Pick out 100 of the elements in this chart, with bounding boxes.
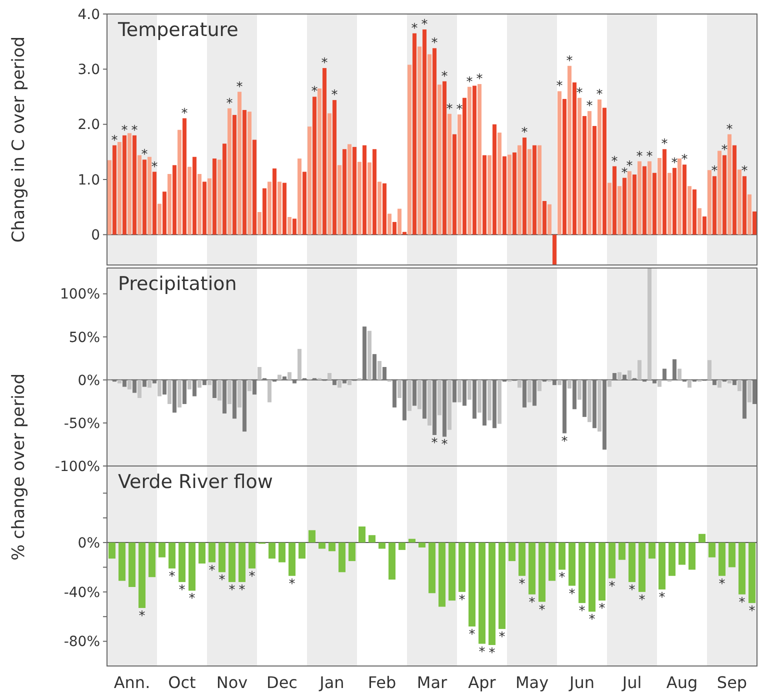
x-tick-label: Dec: [266, 673, 298, 692]
bar: [358, 526, 366, 543]
bar: [148, 542, 156, 578]
y-tick-label: 1.0: [78, 172, 100, 188]
bar: [448, 114, 452, 235]
bar: [252, 140, 256, 235]
bar: [552, 234, 556, 265]
bar: [128, 380, 132, 390]
bar: [662, 149, 666, 235]
bar: [128, 542, 136, 587]
bar: [712, 380, 716, 386]
bar: [608, 182, 612, 235]
data-label: *: [711, 164, 718, 180]
bar: [362, 145, 366, 235]
bar: [312, 96, 316, 235]
bar: [388, 214, 392, 235]
bar: [578, 542, 586, 604]
bar: [602, 380, 606, 450]
bar: [538, 542, 546, 602]
data-label: *: [441, 69, 448, 84]
bar: [528, 542, 536, 594]
x-tick-label: Jan: [318, 673, 344, 692]
bar: [238, 92, 242, 235]
bar: [248, 380, 252, 392]
bar: [228, 542, 236, 582]
data-label: *: [168, 569, 176, 584]
bar: [152, 380, 156, 384]
bar: [378, 542, 386, 549]
bar: [348, 144, 352, 235]
bar: [588, 542, 596, 612]
bar: [418, 542, 426, 548]
bar: [222, 144, 226, 235]
bar: [592, 126, 596, 235]
bar: [428, 542, 436, 594]
data-label: *: [518, 576, 526, 592]
bar: [628, 171, 632, 235]
bar: [718, 542, 726, 576]
bar: [618, 542, 626, 560]
data-label: *: [608, 579, 616, 594]
bar: [118, 380, 122, 384]
bar: [132, 135, 136, 235]
bar: [578, 380, 582, 400]
data-label: *: [556, 79, 564, 94]
data-label: *: [411, 21, 418, 36]
bar: [378, 360, 382, 380]
bar: [218, 160, 222, 235]
bar: [272, 168, 276, 235]
chart-title: Temperature: [117, 19, 238, 41]
bar: [248, 112, 252, 235]
data-label: *: [748, 604, 756, 620]
bar: [518, 380, 522, 388]
bar: [548, 204, 552, 235]
x-tick-label: Aug: [666, 673, 698, 692]
bar: [388, 542, 396, 580]
bar: [148, 156, 152, 235]
bar: [392, 380, 396, 408]
bar: [258, 367, 262, 380]
bar: [638, 161, 642, 235]
y-tick-label: 2.0: [78, 117, 100, 134]
bar: [478, 542, 486, 644]
bar: [278, 182, 282, 235]
bar: [452, 134, 456, 235]
bar: [458, 542, 466, 592]
bar: [188, 380, 192, 390]
bar: [718, 150, 722, 235]
data-label: *: [621, 166, 628, 181]
bar: [652, 380, 656, 384]
bar: [738, 542, 746, 594]
bar: [702, 216, 706, 235]
x-tick-label: Feb: [368, 673, 396, 692]
bar: [138, 155, 142, 235]
bar: [162, 192, 166, 235]
data-label: *: [561, 434, 568, 450]
bar: [498, 542, 506, 629]
bar: [268, 542, 276, 559]
bar: [498, 132, 502, 235]
bar: [692, 189, 696, 235]
bar: [408, 64, 412, 235]
bar: [592, 380, 596, 428]
bar: [742, 176, 746, 235]
bar: [508, 154, 512, 235]
bar: [658, 542, 666, 590]
bar: [568, 380, 572, 389]
bar: [558, 91, 562, 235]
bar: [472, 380, 476, 419]
bar: [718, 380, 722, 388]
bar: [162, 380, 166, 395]
bar: [282, 376, 286, 380]
x-tick-label: Jul: [621, 673, 642, 692]
bar: [568, 542, 576, 586]
bar: [748, 542, 756, 604]
data-label: *: [681, 152, 688, 168]
data-label: *: [498, 630, 506, 645]
y-tick-label: 0: [91, 228, 100, 244]
data-label: *: [236, 80, 244, 95]
bar: [578, 98, 582, 235]
data-label: *: [456, 102, 464, 118]
x-tick-label: Apr: [468, 673, 496, 692]
bar: [352, 146, 356, 235]
bar: [118, 542, 126, 581]
